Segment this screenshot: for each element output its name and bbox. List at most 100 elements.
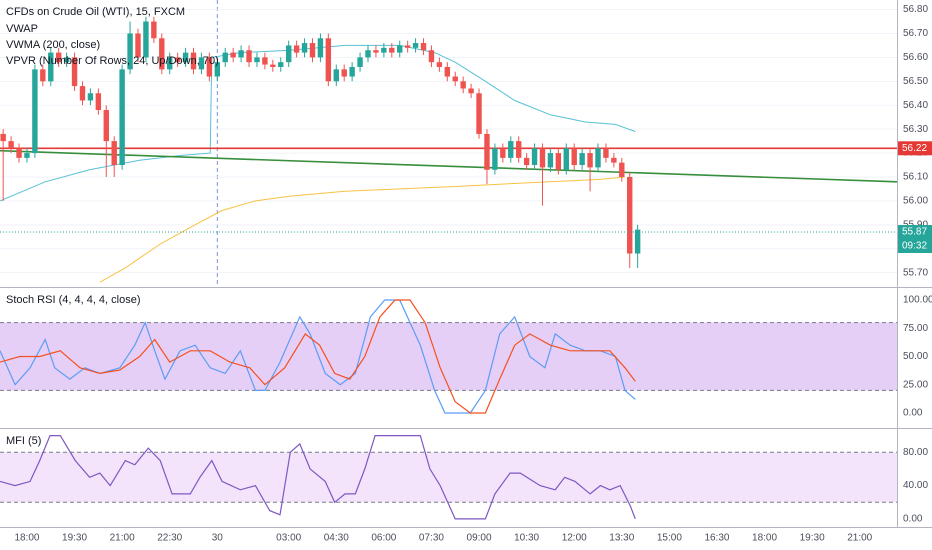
- y-tick-label: 55.90: [903, 219, 928, 230]
- candle-body: [381, 47, 387, 53]
- candle-body: [484, 133, 490, 170]
- y-tick-label: 56.80: [903, 4, 928, 15]
- x-tick-label: 04:30: [324, 533, 349, 544]
- x-tick-label: 12:00: [562, 533, 587, 544]
- line-series: [99, 176, 626, 283]
- candle-body: [254, 57, 260, 63]
- y-tick-label: 40.00: [903, 480, 928, 491]
- candle-body: [127, 33, 133, 70]
- candle-body: [619, 162, 625, 177]
- y-tick-label: 0.00: [903, 514, 923, 525]
- candle-body: [79, 86, 86, 101]
- candle-body: [262, 57, 268, 65]
- candle-body: [365, 50, 371, 58]
- candle-body: [87, 93, 94, 101]
- x-tick-label: 06:00: [371, 533, 396, 544]
- candle-body: [246, 50, 252, 63]
- chart-title: CFDs on Crude Oil (WTI), 15, FXCM: [6, 6, 185, 18]
- candle-body: [190, 52, 197, 70]
- price-label-box: [898, 141, 932, 156]
- candle-body: [119, 69, 125, 166]
- candle-body: [595, 148, 601, 168]
- x-tick-label: 18:00: [752, 533, 777, 544]
- price-label-box: [898, 224, 932, 239]
- y-tick-label: 100.00: [903, 295, 932, 306]
- candle-body: [341, 69, 347, 77]
- candle-body: [468, 88, 474, 94]
- candle-body: [611, 157, 617, 163]
- candle-body: [270, 64, 276, 67]
- y-tick-label: 25.00: [903, 379, 928, 390]
- candle-body: [476, 93, 482, 134]
- candle-body: [40, 69, 46, 82]
- legend-entry: VWMA (200, close): [6, 39, 100, 51]
- candle-body: [412, 43, 419, 48]
- candle-body: [508, 141, 514, 158]
- candle-body: [444, 66, 451, 77]
- candle-body: [182, 52, 189, 63]
- candle-body: [420, 43, 427, 51]
- y-tick-label: 80.00: [903, 447, 928, 458]
- pane-title: MFI (5): [6, 435, 41, 447]
- candle-body: [563, 148, 569, 170]
- candle-body: [63, 57, 70, 63]
- candle-body: [222, 52, 228, 63]
- x-tick-label: 09:00: [467, 533, 492, 544]
- legend-entry: VWAP: [6, 23, 38, 35]
- candle-body: [301, 43, 308, 53]
- candle-body: [278, 62, 284, 67]
- x-tick-label: 19:30: [800, 533, 825, 544]
- y-tick-label: 0.00: [903, 408, 923, 419]
- candle-body: [32, 69, 38, 154]
- candle-body: [48, 52, 54, 82]
- candle-body: [151, 21, 157, 39]
- line-series: [0, 44, 636, 202]
- candle-body: [95, 93, 102, 111]
- candle-body: [198, 57, 205, 70]
- y-tick-label: 56.10: [903, 172, 928, 183]
- y-tick-label: 55.70: [903, 267, 928, 278]
- candle-body: [16, 148, 22, 158]
- candle-body: [404, 45, 411, 48]
- y-tick-label: 56.00: [903, 196, 928, 207]
- x-tick-label: 18:00: [14, 533, 39, 544]
- candle-body: [571, 148, 577, 166]
- price-label: 56.22: [902, 143, 927, 154]
- candle-body: [357, 57, 363, 67]
- line-series: [0, 299, 636, 414]
- y-tick-label: 50.00: [903, 351, 928, 362]
- candle-body: [159, 38, 165, 70]
- line-series: [0, 149, 897, 183]
- y-tick-label: 56.30: [903, 124, 928, 135]
- candle-body: [317, 38, 324, 58]
- candle-body: [174, 57, 181, 63]
- candle-body: [579, 153, 585, 166]
- legend-entry: VPVR (Number Of Rows, 24, Up/Down, 70): [6, 55, 219, 67]
- pane: [0, 299, 897, 414]
- candle-body: [531, 148, 538, 166]
- y-tick-label: 56.50: [903, 76, 928, 87]
- candle-body: [55, 52, 62, 63]
- pane-title: Stoch RSI (4, 4, 4, 4, close): [6, 294, 141, 306]
- x-tick-label: 13:30: [609, 533, 634, 544]
- band-fill: [0, 322, 897, 391]
- candle-body: [587, 153, 593, 168]
- x-tick-label: 03:00: [276, 533, 301, 544]
- candle-body: [0, 133, 6, 142]
- candle-body: [8, 141, 14, 149]
- x-tick-label: 10:30: [514, 533, 539, 544]
- candle-body: [460, 81, 466, 89]
- pane: [0, 16, 897, 283]
- x-tick-label: 22:30: [157, 533, 182, 544]
- candle-body: [436, 62, 443, 67]
- line-series: [0, 435, 636, 520]
- x-tick-label: 15:00: [657, 533, 682, 544]
- candle-body: [547, 153, 554, 168]
- marks-layer: [0, 16, 897, 520]
- y-tick-label: 56.60: [903, 52, 928, 63]
- x-tick-label: 21:00: [847, 533, 872, 544]
- candle-body: [452, 76, 458, 82]
- grid-layer: [0, 0, 897, 287]
- candle-body: [500, 148, 506, 158]
